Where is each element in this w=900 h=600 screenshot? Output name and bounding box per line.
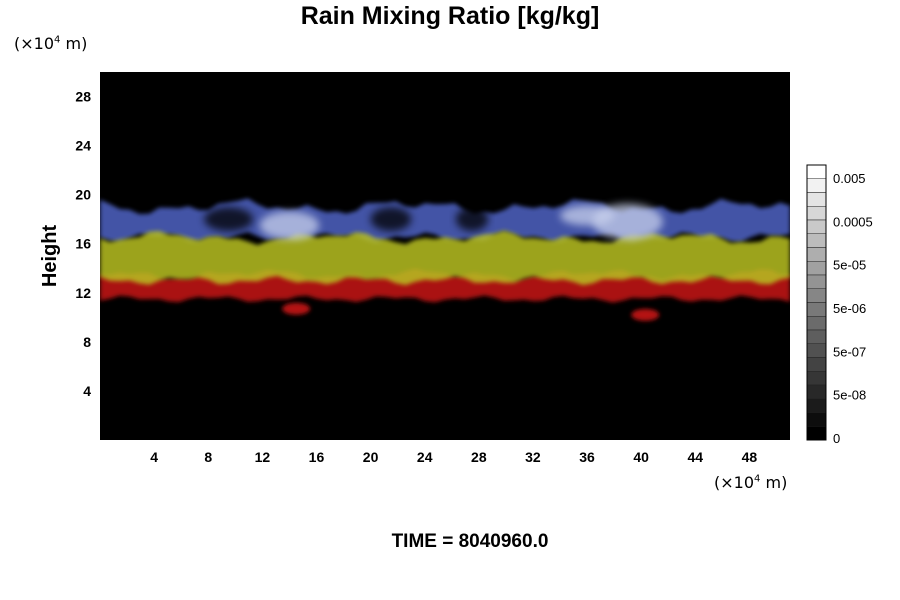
colorbar-label: 5e-05 [833, 258, 866, 273]
band-gap [370, 207, 412, 232]
band-gap [455, 207, 489, 232]
x-tick-label: 12 [255, 449, 271, 465]
colorbar-frame [806, 164, 827, 441]
x-tick-label: 28 [471, 449, 487, 465]
colorbar-segment [806, 164, 827, 179]
bright-core [259, 211, 320, 240]
colorbar [806, 164, 827, 441]
colorbar-segment [806, 357, 827, 372]
rain-bands [100, 198, 790, 321]
colorbar-segment [806, 329, 827, 344]
y-tick-label: 12 [75, 285, 91, 301]
colorbar-segment [806, 219, 827, 234]
colorbar-segment [806, 371, 827, 386]
x-tick-labels: 4 8 12 16 20 24 28 32 36 40 44 48 [150, 449, 757, 465]
y-tick-label: 28 [75, 89, 91, 105]
colorbar-segment [806, 302, 827, 317]
rain-blob [282, 302, 311, 315]
colorbar-label: 5e-08 [833, 388, 866, 403]
bright-core [560, 205, 615, 226]
y-tick-labels: 4 8 12 16 20 24 28 [75, 89, 91, 399]
colorbar-segment [806, 384, 827, 399]
x-tick-label: 4 [150, 449, 158, 465]
colorbar-segment [806, 274, 827, 289]
x-tick-label: 44 [688, 449, 704, 465]
chart-title: Rain Mixing Ratio [kg/kg] [300, 2, 600, 30]
y-tick-label: 8 [83, 334, 91, 350]
colorbar-segment [806, 178, 827, 193]
x-tick-label: 8 [204, 449, 212, 465]
x-tick-label: 36 [579, 449, 595, 465]
colorbar-labels: 0.005 0.0005 5e-05 5e-06 5e-07 5e-08 0 [833, 171, 873, 446]
colorbar-label: 0.005 [833, 171, 866, 186]
colorbar-segment [806, 426, 827, 441]
x-tick-label: 48 [742, 449, 758, 465]
colorbar-segment [806, 206, 827, 221]
colorbar-segment [806, 192, 827, 207]
colorbar-segment [806, 288, 827, 303]
colorbar-label: 5e-07 [833, 344, 866, 359]
colorbar-label: 0.0005 [833, 214, 873, 229]
band-middle [100, 230, 790, 286]
colorbar-label: 0 [833, 431, 840, 446]
time-label: TIME = 8040960.0 [391, 531, 549, 552]
rain-blob [631, 308, 660, 321]
colorbar-segment [806, 261, 827, 276]
y-tick-label: 16 [75, 236, 91, 252]
colorbar-segment [806, 343, 827, 358]
x-tick-label: 16 [309, 449, 325, 465]
colorbar-segment [806, 412, 827, 427]
x-tick-label: 20 [363, 449, 379, 465]
x-tick-label: 24 [417, 449, 433, 465]
y-tick-label: 4 [83, 383, 91, 399]
y-tick-label: 20 [75, 187, 91, 203]
band-gap [204, 207, 253, 232]
y-axis-unit: (×104 m) [14, 34, 88, 53]
colorbar-segment [806, 233, 827, 248]
x-axis-unit: (×104 m) [714, 473, 788, 492]
y-tick-label: 24 [75, 138, 91, 154]
colorbar-segment [806, 247, 827, 262]
colorbar-segment [806, 316, 827, 331]
x-tick-label: 32 [525, 449, 541, 465]
y-axis-label: Height [39, 225, 61, 288]
colorbar-segment [806, 398, 827, 413]
colorbar-label: 5e-06 [833, 301, 866, 316]
x-tick-label: 40 [633, 449, 649, 465]
